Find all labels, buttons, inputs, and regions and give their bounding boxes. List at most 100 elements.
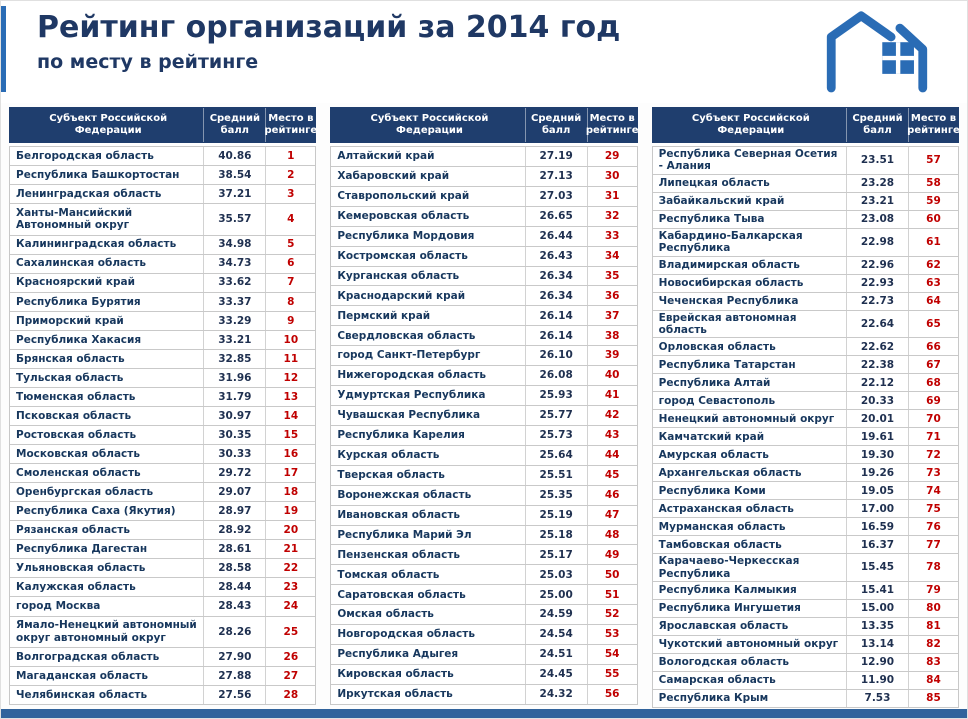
place-cell: 74 [907, 482, 958, 500]
score-cell: 27.13 [524, 166, 587, 186]
place-cell: 52 [586, 605, 637, 625]
table-row: Приморский край 33.29 9 [10, 311, 316, 331]
table-row: Воронежская область 25.35 46 [331, 485, 637, 506]
table-row: Костромская область 26.43 34 [331, 246, 637, 267]
score-cell: 24.32 [524, 684, 587, 704]
subject-cell: Орловская область [658, 340, 776, 353]
place-cell: 29 [586, 147, 637, 166]
place-cell: 20 [265, 521, 315, 540]
table-row: Хабаровский край 27.13 30 [331, 166, 637, 187]
subject-column-header: Субъект Российской Федерации [691, 113, 810, 136]
table-row: Белгородская область 40.86 1 [10, 147, 316, 167]
table-row: город Москва 28.43 24 [10, 597, 316, 617]
page-title: Рейтинг организаций за 2014 год [37, 10, 621, 45]
subject-cell: Тюменская область [16, 390, 136, 403]
table-row: Республика Калмыкия 15.41 79 [652, 582, 958, 600]
table-row: Сахалинская область 34.73 6 [10, 254, 316, 274]
score-cell: 23.08 [845, 210, 908, 228]
place-cell: 39 [586, 346, 637, 366]
table-body: Республика Северная Осетия - Алания 23.51… [651, 146, 959, 708]
score-cell: 22.38 [845, 356, 908, 374]
score-cell: 22.62 [845, 338, 908, 356]
score-column-header: Средний балл [845, 108, 908, 142]
subject-cell: Республика Коми [658, 484, 766, 497]
place-cell: 65 [907, 310, 958, 338]
place-cell: 79 [907, 582, 958, 599]
table-row: Республика Марий Эл 25.18 48 [331, 525, 637, 546]
subject-column-header: Субъект Российской Федерации [370, 113, 489, 136]
subject-cell: Калужская область [16, 581, 136, 594]
place-cell: 26 [265, 647, 315, 666]
subject-cell: Ярославская область [658, 620, 789, 633]
subject-cell: Липецкая область [658, 177, 770, 190]
score-cell: 26.34 [524, 266, 587, 286]
table-row: Смоленская область 29.72 17 [10, 464, 316, 484]
table-row: Чувашская Республика 25.77 42 [331, 405, 637, 426]
score-cell: 25.00 [524, 585, 587, 605]
subject-cell: Пензенская область [337, 548, 461, 561]
subject-cell: Томская область [337, 568, 440, 581]
place-cell: 84 [907, 672, 958, 689]
score-cell: 15.00 [845, 600, 908, 617]
table-row: Ульяновская область 28.58 22 [10, 559, 316, 579]
place-cell: 63 [907, 274, 958, 292]
subject-cell: Кабардино-Балкарская Республика [658, 229, 803, 255]
table-body: Белгородская область 40.86 1 Республика Баш… [9, 146, 317, 706]
place-cell: 45 [586, 465, 637, 485]
score-cell: 25.51 [524, 465, 587, 485]
subject-cell: Республика Северная Осетия - Алания [658, 148, 838, 173]
table-row: Липецкая область 23.28 58 [652, 174, 958, 193]
score-cell: 26.43 [524, 246, 587, 266]
place-cell: 7 [265, 273, 315, 292]
table-row: Калужская область 28.44 23 [10, 578, 316, 598]
table-row: Курганская область 26.34 35 [331, 266, 637, 287]
place-cell: 57 [907, 147, 958, 174]
table-row: город Санкт-Петербург 26.10 39 [331, 346, 637, 367]
place-cell: 8 [265, 292, 315, 311]
place-cell: 76 [907, 518, 958, 536]
table-row: Республика Северная Осетия - Алания 23.51… [652, 147, 958, 175]
subject-cell: Архангельская область [658, 466, 802, 479]
score-cell: 28.26 [203, 616, 265, 647]
score-cell: 27.90 [203, 647, 265, 666]
place-cell: 17 [265, 464, 315, 483]
place-cell: 4 [265, 204, 315, 235]
place-cell: 85 [907, 690, 958, 707]
subject-cell: Смоленская область [16, 466, 141, 479]
table-row: Республика Коми 19.05 74 [652, 482, 958, 501]
subject-cell: Красноярский край [16, 276, 135, 289]
table-row: Забайкальский край 23.21 59 [652, 192, 958, 211]
place-cell: 58 [907, 174, 958, 192]
place-cell: 78 [907, 554, 958, 581]
subject-cell: Омская область [337, 608, 434, 621]
table-row: Ненецкий автономный округ 20.01 70 [652, 410, 958, 429]
place-cell: 50 [586, 565, 637, 585]
place-cell: 59 [907, 192, 958, 210]
score-cell: 30.33 [203, 445, 265, 464]
subject-cell: Хабаровский край [337, 170, 450, 183]
score-cell: 29.07 [203, 483, 265, 502]
score-cell: 19.05 [845, 482, 908, 500]
table-row: Республика Хакасия 33.21 10 [10, 330, 316, 350]
place-cell: 5 [265, 235, 315, 254]
place-cell: 73 [907, 464, 958, 482]
score-cell: 12.90 [845, 654, 908, 671]
place-cell: 40 [586, 366, 637, 386]
score-cell: 38.54 [203, 166, 265, 185]
table-row: Иркутская область 24.32 56 [331, 684, 637, 705]
subject-cell: Пермский край [337, 309, 431, 322]
report-header: Рейтинг организаций за 2014 год по месту… [1, 1, 967, 103]
score-cell: 23.28 [845, 174, 908, 192]
subject-cell: Удмуртская Республика [337, 389, 486, 402]
subject-cell: Костромская область [337, 249, 468, 262]
place-cell: 67 [907, 356, 958, 374]
place-cell: 54 [586, 645, 637, 664]
table-row: Чукотский автономный округ 13.14 82 [652, 636, 958, 654]
table-row: Челябинская область 27.56 28 [10, 686, 316, 706]
table-row: Удмуртская Республика 25.93 41 [331, 386, 637, 406]
score-cell: 24.45 [524, 664, 587, 684]
table-row: Республика Саха (Якутия) 28.97 19 [10, 502, 316, 522]
table-row: Алтайский край 27.19 29 [331, 147, 637, 167]
table-row: Тульская область 31.96 12 [10, 368, 316, 388]
table-row: Республика Бурятия 33.37 8 [10, 292, 316, 312]
